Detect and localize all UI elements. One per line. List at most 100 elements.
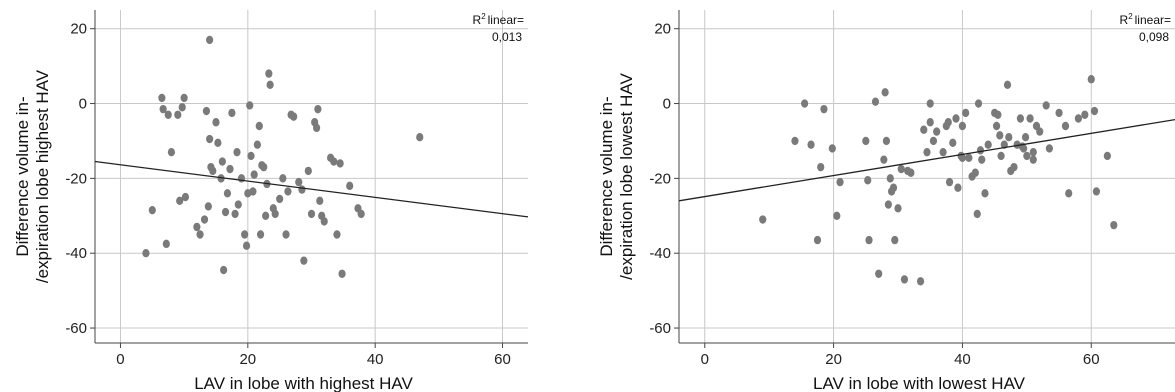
data-point (817, 162, 825, 172)
data-point (253, 140, 261, 149)
data-point (973, 209, 981, 219)
data-point (255, 121, 263, 131)
x-tick-label: 40 (954, 351, 971, 368)
data-point (875, 269, 883, 278)
data-point (295, 177, 303, 187)
data-point (416, 133, 424, 142)
data-point (926, 118, 934, 127)
data-point (981, 189, 989, 198)
data-point (260, 162, 268, 172)
data-point (290, 112, 298, 121)
data-point (330, 157, 338, 166)
data-point (791, 136, 799, 146)
data-point (1010, 162, 1018, 172)
y-tick-label: -60 (649, 320, 671, 337)
data-point (807, 140, 815, 149)
data-point (862, 136, 870, 146)
data-point (1055, 108, 1063, 118)
y-tick-label: -20 (65, 170, 87, 187)
data-point (346, 181, 354, 191)
data-point (1026, 114, 1034, 123)
data-point (1029, 155, 1037, 164)
data-point (965, 153, 973, 162)
data-point (944, 118, 952, 127)
data-point (196, 230, 204, 239)
data-point (916, 277, 925, 286)
data-point (889, 183, 898, 192)
data-point (884, 200, 892, 209)
data-point (1005, 133, 1013, 142)
data-point (958, 153, 967, 162)
data-point (1103, 151, 1111, 161)
data-point (1087, 75, 1095, 84)
data-point (1021, 133, 1030, 142)
x-tick-label: 20 (239, 351, 256, 368)
data-point (265, 69, 273, 78)
data-point (864, 176, 872, 185)
data-point (1020, 144, 1028, 153)
data-point (933, 127, 941, 136)
data-point (357, 209, 365, 219)
x-tick-label: 20 (825, 351, 842, 368)
data-point (221, 207, 230, 217)
data-point (813, 235, 822, 245)
data-point (162, 239, 170, 249)
data-point (1061, 121, 1070, 131)
data-point (223, 189, 232, 198)
data-point (801, 99, 809, 108)
data-point (952, 114, 960, 123)
data-point (978, 155, 986, 164)
data-point (828, 144, 836, 153)
data-point (218, 157, 226, 166)
y-tick-label: -40 (65, 245, 87, 262)
data-point (958, 121, 967, 131)
data-point (314, 104, 322, 114)
data-point (276, 194, 284, 204)
data-point (148, 205, 156, 215)
chart-2: 0 20 40 60 20 0 -20 -40 -60 LAV in lobe with lowe… (597, 10, 1175, 392)
data-point (220, 265, 228, 275)
data-point (167, 147, 176, 157)
data-point (962, 108, 970, 118)
data-point (181, 192, 190, 202)
regression-line (94, 160, 529, 218)
data-point (833, 211, 841, 220)
data-point (241, 230, 249, 239)
data-point (996, 131, 1004, 140)
data-point (316, 196, 324, 206)
data-point (886, 174, 894, 183)
r-squared-value: 0,013 (492, 30, 522, 44)
data-point (298, 185, 306, 194)
y-tick-label: -40 (649, 245, 671, 262)
data-point (881, 88, 889, 97)
x-tick-label: 60 (494, 351, 511, 368)
data-point (159, 104, 167, 114)
data-point (164, 110, 172, 119)
data-point (929, 136, 938, 146)
data-point (178, 103, 186, 112)
data-point (193, 222, 201, 232)
data-point (1065, 189, 1073, 198)
data-point (204, 202, 212, 211)
y-axis-label-line-1: Difference volume in- (597, 96, 616, 256)
data-point (759, 215, 767, 224)
data-point (871, 97, 880, 106)
data-point (174, 110, 182, 119)
y-tick-label: 20 (654, 21, 671, 38)
data-point (1074, 114, 1082, 123)
data-point (320, 217, 328, 226)
data-point (266, 80, 274, 90)
data-point (1110, 220, 1118, 230)
data-point (262, 211, 270, 220)
data-point (333, 230, 341, 239)
data-point (984, 140, 992, 149)
data-point (212, 118, 220, 127)
data-point (158, 93, 166, 103)
data-point (1090, 106, 1099, 116)
data-point (920, 125, 928, 134)
data-point (882, 136, 891, 146)
data-point (336, 159, 344, 168)
data-point (939, 147, 947, 157)
data-point (880, 155, 888, 164)
